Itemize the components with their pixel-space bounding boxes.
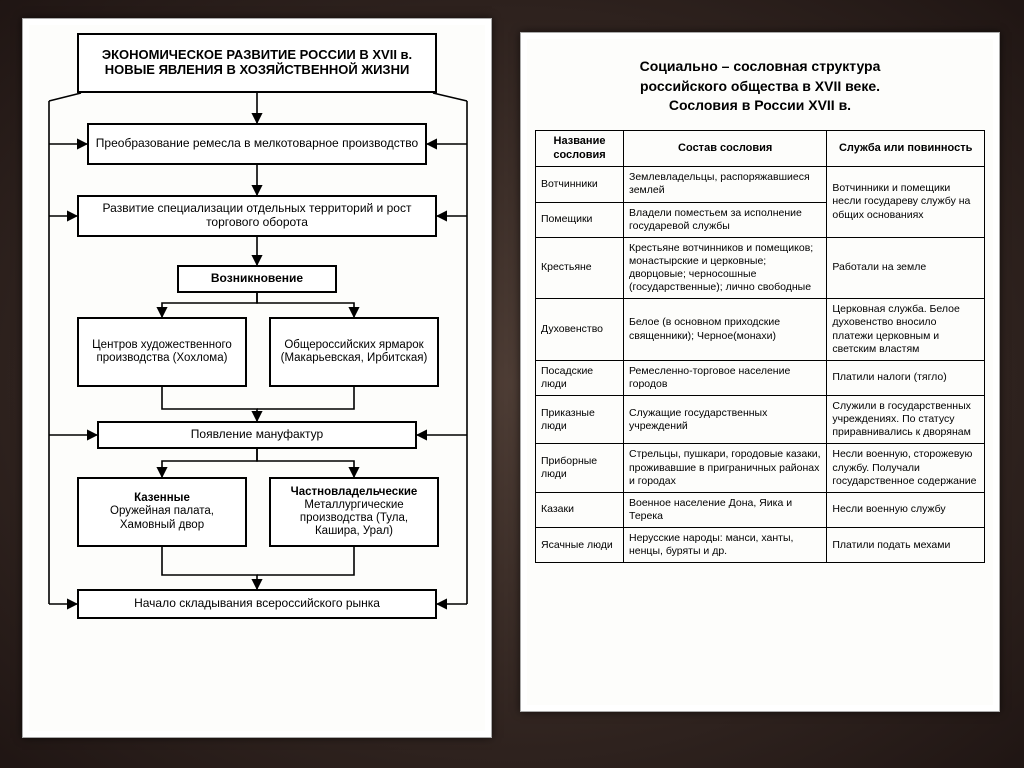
estate-duty: Работали на земле [827,237,985,299]
estate-composition: Служащие государственных учреждений [624,396,827,444]
estate-name: Помещики [536,202,624,237]
estate-duty: Вотчинники и помещики несли государеву с… [827,167,985,238]
estate-composition: Землевладельцы, распоряжавшиеся землей [624,167,827,202]
table-row: Ясачные людиНерусские народы: манси, хан… [536,528,985,563]
estate-duty: Платили подать мехами [827,528,985,563]
estate-name: Вотчинники [536,167,624,202]
flow-box-box3: Возникновение [177,265,337,293]
heading-line-2: российского общества в XVII веке. [640,78,880,94]
flow-box-box6b: ЧастновладельческиеМеталлургические прои… [269,477,439,547]
flow-box-title: ЭКОНОМИЧЕСКОЕ РАЗВИТИЕ РОССИИ В XVII в. … [77,33,437,93]
flow-box-box2: Развитие специализации отдельных террито… [77,195,437,237]
estate-duty: Несли военную, сторожевую службу. Получа… [827,444,985,492]
heading-line-1: Социально – сословная структура [640,58,881,74]
col-header-0: Название сословия [536,130,624,167]
estate-duty: Платили налоги (тягло) [827,360,985,395]
flowchart-panel: ЭКОНОМИЧЕСКОЕ РАЗВИТИЕ РОССИИ В XVII в. … [22,18,492,738]
estate-name: Приборные люди [536,444,624,492]
table-row: Приборные людиСтрельцы, пушкари, городов… [536,444,985,492]
estate-name: Крестьяне [536,237,624,299]
table-panel: Социально – сословная структура российск… [520,32,1000,712]
estate-duty: Несли военную службу [827,492,985,527]
estate-duty: Церковная служба. Белое духовенство внос… [827,299,985,361]
estate-name: Посадские люди [536,360,624,395]
estate-name: Приказные люди [536,396,624,444]
table-row: Посадские людиРемесленно-торговое населе… [536,360,985,395]
flowchart: ЭКОНОМИЧЕСКОЕ РАЗВИТИЕ РОССИИ В XVII в. … [37,33,477,723]
flow-box-box5: Появление мануфактур [97,421,417,449]
flow-box-box4b: Общероссийских ярмарок (Макарьевская, Ир… [269,317,439,387]
estate-composition: Нерусские народы: манси, ханты, ненцы, б… [624,528,827,563]
flow-box-box6a: КазенныеОружейная палата, Хамовный двор [77,477,247,547]
table-row: КрестьянеКрестьяне вотчинников и помещик… [536,237,985,299]
table-heading: Социально – сословная структура российск… [539,57,981,116]
heading-line-3: Сословия в России XVII в. [669,97,851,113]
estate-name: Ясачные люди [536,528,624,563]
col-header-2: Служба или повинность [827,130,985,167]
estate-composition: Крестьяне вотчинников и помещиков; монас… [624,237,827,299]
estate-composition: Военное население Дона, Яика и Терека [624,492,827,527]
table-row: Приказные людиСлужащие государственных у… [536,396,985,444]
estate-composition: Ремесленно-торговое население городов [624,360,827,395]
table-row: ВотчинникиЗемлевладельцы, распоряжавшиес… [536,167,985,202]
flow-box-box4a: Центров художественного производства (Хо… [77,317,247,387]
estate-name: Казаки [536,492,624,527]
table-row: КазакиВоенное население Дона, Яика и Тер… [536,492,985,527]
estate-duty: Служили в государственных учреждениях. П… [827,396,985,444]
estates-table: Название сословияСостав сословияСлужба и… [535,130,985,564]
estate-composition: Владели поместьем за исполнение государе… [624,202,827,237]
flow-box-box1: Преобразование ремесла в мелкотоварное п… [87,123,427,165]
table-row: ДуховенствоБелое (в основном приходские … [536,299,985,361]
col-header-1: Состав сословия [624,130,827,167]
estate-name: Духовенство [536,299,624,361]
estate-composition: Белое (в основном приходские священники)… [624,299,827,361]
flow-box-box7: Начало складывания всероссийского рынка [77,589,437,619]
estate-composition: Стрельцы, пушкари, городовые казаки, про… [624,444,827,492]
